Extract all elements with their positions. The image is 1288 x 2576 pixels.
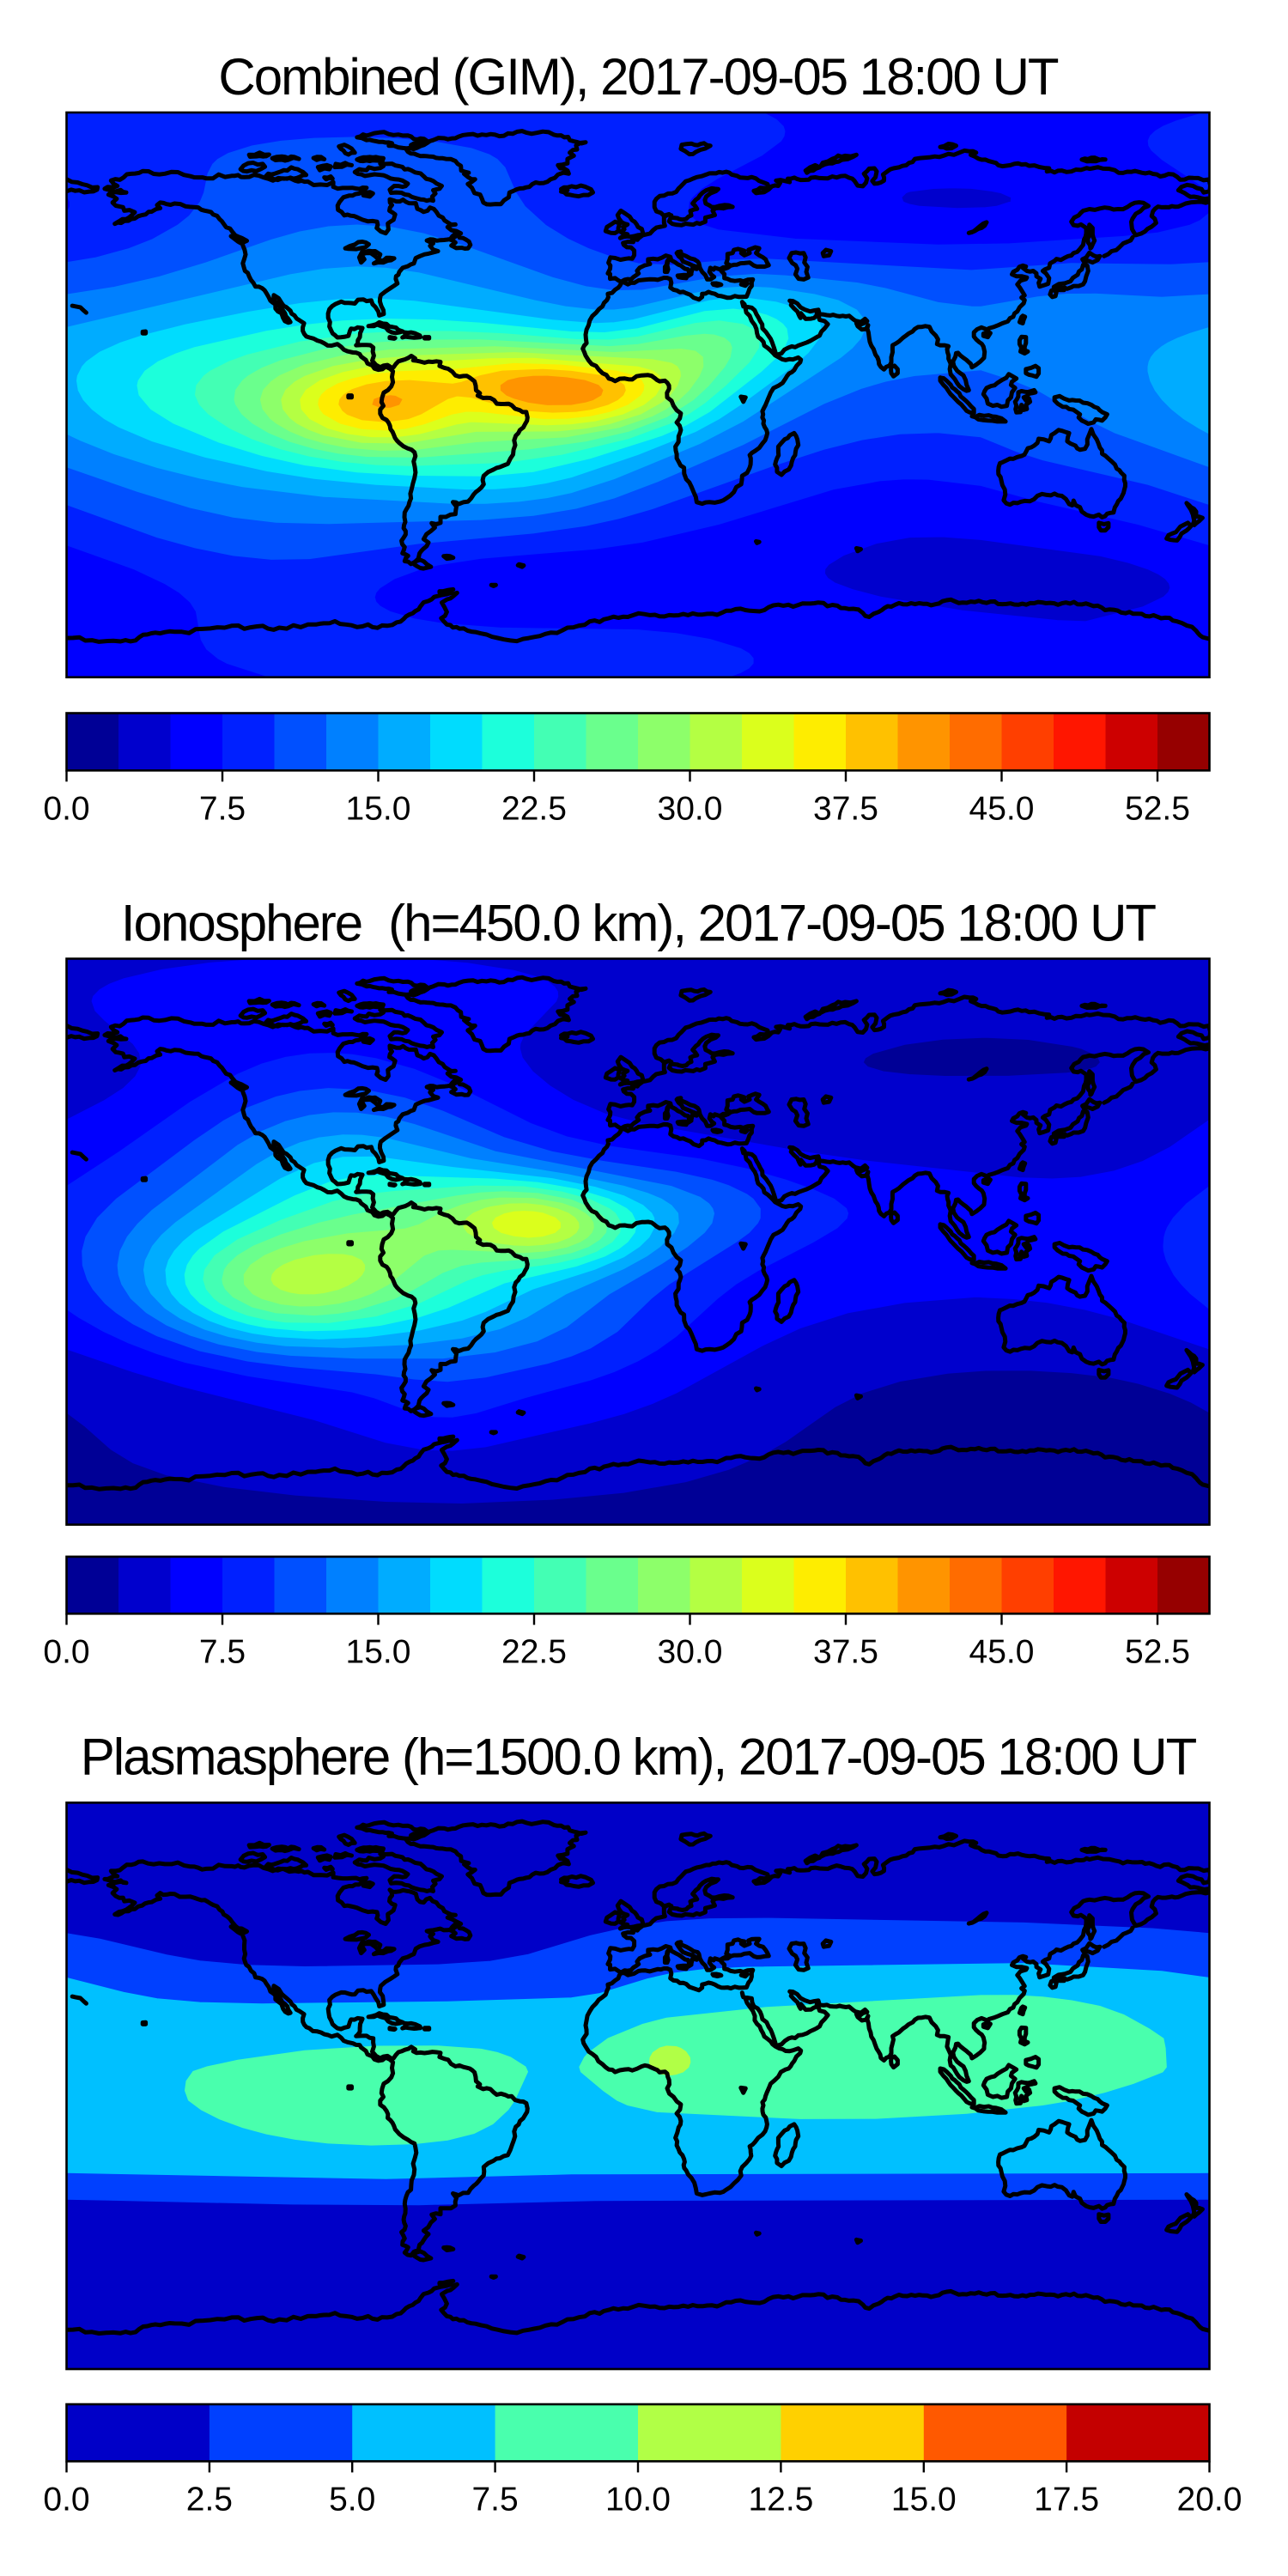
svg-text:Plasmasphere (h=1500.0 km), 20: Plasmasphere (h=1500.0 km), 2017-09-05 1… [81,1728,1197,1786]
svg-text:Ionosphere (h=450.0 km), 2017: Ionosphere (h=450.0 km), 2017-09-05 18:0… [121,895,1156,952]
svg-text:Combined (GIM), 2017-09-05 18:: Combined (GIM), 2017-09-05 18:00 UT [218,48,1059,106]
svg-text:20.0: 20.0 [1177,2481,1242,2518]
svg-text:15.0: 15.0 [346,790,411,827]
svg-text:52.5: 52.5 [1125,790,1190,827]
svg-text:0.0: 0.0 [43,2481,89,2518]
svg-text:0.0: 0.0 [43,1633,89,1670]
svg-text:12.5: 12.5 [748,2481,813,2518]
svg-text:2.5: 2.5 [186,2481,233,2518]
svg-text:52.5: 52.5 [1125,1633,1190,1670]
svg-text:7.5: 7.5 [199,790,246,827]
svg-text:5.0: 5.0 [329,2481,375,2518]
svg-text:45.0: 45.0 [969,1633,1035,1670]
svg-text:15.0: 15.0 [891,2481,957,2518]
svg-text:7.5: 7.5 [471,2481,518,2518]
svg-text:10.0: 10.0 [605,2481,671,2518]
svg-text:30.0: 30.0 [658,1633,723,1670]
svg-text:37.5: 37.5 [813,1633,878,1670]
svg-text:17.5: 17.5 [1034,2481,1099,2518]
svg-text:15.0: 15.0 [346,1633,411,1670]
svg-text:30.0: 30.0 [658,790,723,827]
svg-text:37.5: 37.5 [813,790,878,827]
svg-text:45.0: 45.0 [969,790,1035,827]
svg-text:0.0: 0.0 [43,790,89,827]
svg-text:7.5: 7.5 [199,1633,246,1670]
svg-text:22.5: 22.5 [501,790,567,827]
svg-text:22.5: 22.5 [501,1633,567,1670]
